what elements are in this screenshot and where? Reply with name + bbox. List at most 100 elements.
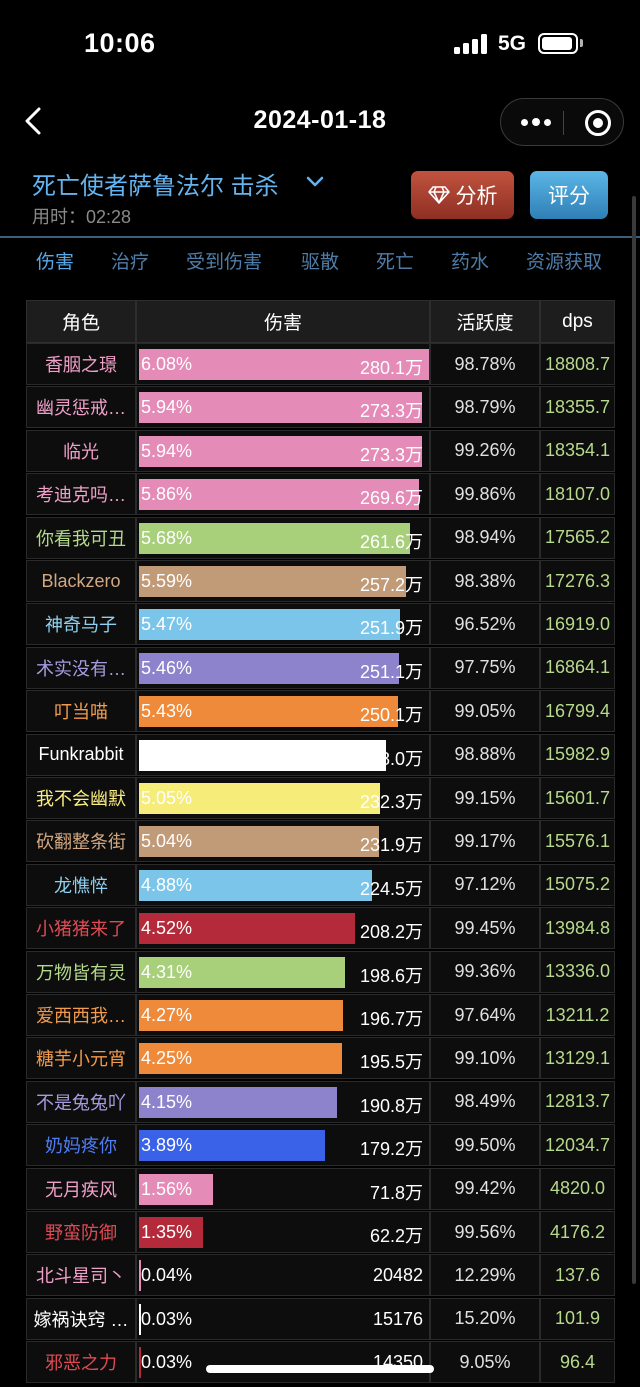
damage-percent: 6.08% (141, 354, 193, 374)
activity-value: 99.42% (430, 1167, 540, 1210)
table-row[interactable]: 香胭之璟 6.08% 280.1万 98.78% 18808.7 (0, 343, 640, 385)
damage-percent: 5.04% (141, 831, 193, 852)
player-name: 香胭之璟 (26, 343, 136, 385)
damage-bar (139, 522, 410, 554)
dps-value: 96.4 (540, 1341, 615, 1384)
table-row[interactable]: Funkrabbit 5.17% 238.0万 98.88% 15982.9 (0, 733, 640, 776)
page-title: 2024-01-18 (253, 106, 387, 134)
activity-value: 99.36% (430, 950, 540, 993)
dps-value: 12034.7 (540, 1124, 615, 1167)
column-header-role[interactable]: 角色 (26, 300, 136, 343)
tab-potions[interactable]: 药水 (451, 252, 490, 273)
damage-bar (139, 913, 355, 945)
damage-bar (139, 696, 398, 728)
dps-value: 137.6 (540, 1254, 615, 1297)
table-row[interactable]: 小猪猪来了 4.52% 208.2万 99.45% 13984.8 (0, 907, 640, 950)
damage-percent: 5.47% (141, 614, 193, 635)
damage-percent: 1.35% (141, 1222, 193, 1242)
table-row[interactable]: 我不会幽默 5.05% 232.3万 99.15% 15601.7 (0, 777, 640, 819)
dps-value: 17276.3 (540, 560, 615, 602)
player-name: 幽灵惩戒… (26, 386, 136, 429)
miniprogram-capsule (500, 98, 624, 146)
tab-damage[interactable]: 伤害 (36, 252, 75, 273)
damage-cell: 0.03% 14350 (136, 1341, 430, 1384)
table-row[interactable]: 万物皆有灵 4.31% 198.6万 99.36% 13336.0 (0, 950, 640, 993)
header-divider (0, 236, 640, 238)
table-row[interactable]: 术实没有… 5.46% 251.1万 97.75% 16864.1 (0, 646, 640, 689)
dps-value: 4820.0 (540, 1167, 615, 1210)
column-header-dps[interactable]: dps (540, 300, 615, 343)
analyze-button[interactable]: 分析 (411, 171, 514, 219)
elapsed-time: 用时：02:28 (32, 207, 132, 227)
damage-percent: 4.31% (141, 961, 193, 982)
table-row[interactable]: 叮当喵 5.43% 250.1万 99.05% 16799.4 (0, 690, 640, 733)
diamond-icon (427, 186, 450, 204)
scrollbar[interactable] (632, 196, 636, 1284)
table-row[interactable]: 幽灵惩戒… 5.94% 273.3万 98.79% 18355.7 (0, 386, 640, 429)
table-row[interactable]: 邪恶之力 0.03% 14350 9.05% 96.4 (0, 1341, 640, 1384)
table-row[interactable]: 不是兔兔吖 4.15% 190.8万 98.49% 12813.7 (0, 1080, 640, 1123)
damage-amount: 62.2万 (369, 1226, 423, 1246)
tab-dispel[interactable]: 驱散 (301, 252, 340, 273)
dps-value: 4176.2 (540, 1211, 615, 1253)
target-icon[interactable] (585, 110, 611, 136)
damage-amount: 190.8万 (359, 1095, 423, 1116)
table-row[interactable]: 爱西西我… 4.27% 196.7万 97.64% 13211.2 (0, 994, 640, 1036)
more-dots-icon[interactable] (519, 112, 553, 132)
damage-cell: 0.03% 15176 (136, 1297, 430, 1340)
activity-value: 98.38% (430, 560, 540, 602)
column-header-damage[interactable]: 伤害 (136, 300, 430, 343)
table-row[interactable]: 糖芋小元宵 4.25% 195.5万 99.10% 13129.1 (0, 1037, 640, 1080)
damage-bar (139, 869, 372, 901)
dps-value: 18354.1 (540, 429, 615, 472)
damage-percent: 0.04% (141, 1265, 193, 1286)
metric-tabs: 伤害 治疗 受到伤害 驱散 死亡 药水 资源获取 (0, 247, 640, 275)
rate-label: 评分 (548, 185, 590, 208)
dps-value: 13211.2 (540, 994, 615, 1036)
damage-cell: 4.88% 224.5万 (136, 863, 430, 906)
player-name: 临光 (26, 429, 136, 472)
tab-deaths[interactable]: 死亡 (376, 252, 415, 273)
table-row[interactable]: 临光 5.94% 273.3万 99.26% 18354.1 (0, 429, 640, 472)
table-row[interactable]: 考迪克吗… 5.86% 269.6万 99.86% 18107.0 (0, 473, 640, 516)
player-name: Funkrabbit (26, 733, 136, 776)
damage-cell: 4.15% 190.8万 (136, 1080, 430, 1123)
back-chevron-icon[interactable] (20, 106, 48, 136)
table-row[interactable]: 北斗星司丶 0.04% 20482 12.29% 137.6 (0, 1254, 640, 1297)
dps-value: 13336.0 (540, 950, 615, 993)
damage-bar (139, 1260, 141, 1292)
table-row[interactable]: 奶妈疼你 3.89% 179.2万 99.50% 12034.7 (0, 1124, 640, 1167)
activity-value: 97.75% (430, 646, 540, 689)
dps-value: 13984.8 (540, 907, 615, 950)
table-row[interactable]: 神奇马子 5.47% 251.9万 96.52% 16919.0 (0, 603, 640, 646)
tab-damage-taken[interactable]: 受到伤害 (186, 252, 263, 273)
tab-resources[interactable]: 资源获取 (526, 252, 603, 273)
table-row[interactable]: 龙憔悴 4.88% 224.5万 97.12% 15075.2 (0, 863, 640, 906)
chevron-down-icon[interactable] (305, 174, 325, 190)
damage-amount: 273.3万 (359, 401, 423, 422)
damage-cell: 3.89% 179.2万 (136, 1124, 430, 1167)
encounter-title[interactable]: 死亡使者萨鲁法尔 击杀 (32, 173, 279, 200)
column-header-activity[interactable]: 活跃度 (430, 300, 540, 343)
table-row[interactable]: Blackzero 5.59% 257.2万 98.38% 17276.3 (0, 560, 640, 602)
tab-healing[interactable]: 治疗 (111, 252, 150, 273)
damage-bar (139, 392, 422, 424)
activity-value: 99.26% (430, 429, 540, 472)
player-name: 神奇马子 (26, 603, 136, 646)
damage-percent: 0.03% (141, 1308, 193, 1329)
damage-amount: 179.2万 (359, 1139, 423, 1160)
table-row[interactable]: 砍翻整条街 5.04% 231.9万 99.17% 15576.1 (0, 820, 640, 863)
damage-bar (139, 1043, 342, 1075)
activity-value: 99.50% (430, 1124, 540, 1167)
cellular-signal-icon (454, 34, 488, 54)
damage-percent: 5.43% (141, 701, 193, 722)
table-row[interactable]: 无月疾风 1.56% 71.8万 99.42% 4820.0 (0, 1167, 640, 1210)
damage-amount: 196.7万 (359, 1009, 423, 1029)
table-row[interactable]: 野蛮防御 1.35% 62.2万 99.56% 4176.2 (0, 1211, 640, 1253)
damage-cell: 1.56% 71.8万 (136, 1167, 430, 1210)
table-row[interactable]: 你看我可丑 5.68% 261.6万 98.94% 17565.2 (0, 516, 640, 559)
rate-button[interactable]: 评分 (530, 171, 608, 219)
player-name: 万物皆有灵 (26, 950, 136, 993)
damage-bar (139, 1130, 325, 1162)
table-row[interactable]: 嫁祸诀窍 … 0.03% 15176 15.20% 101.9 (0, 1297, 640, 1340)
